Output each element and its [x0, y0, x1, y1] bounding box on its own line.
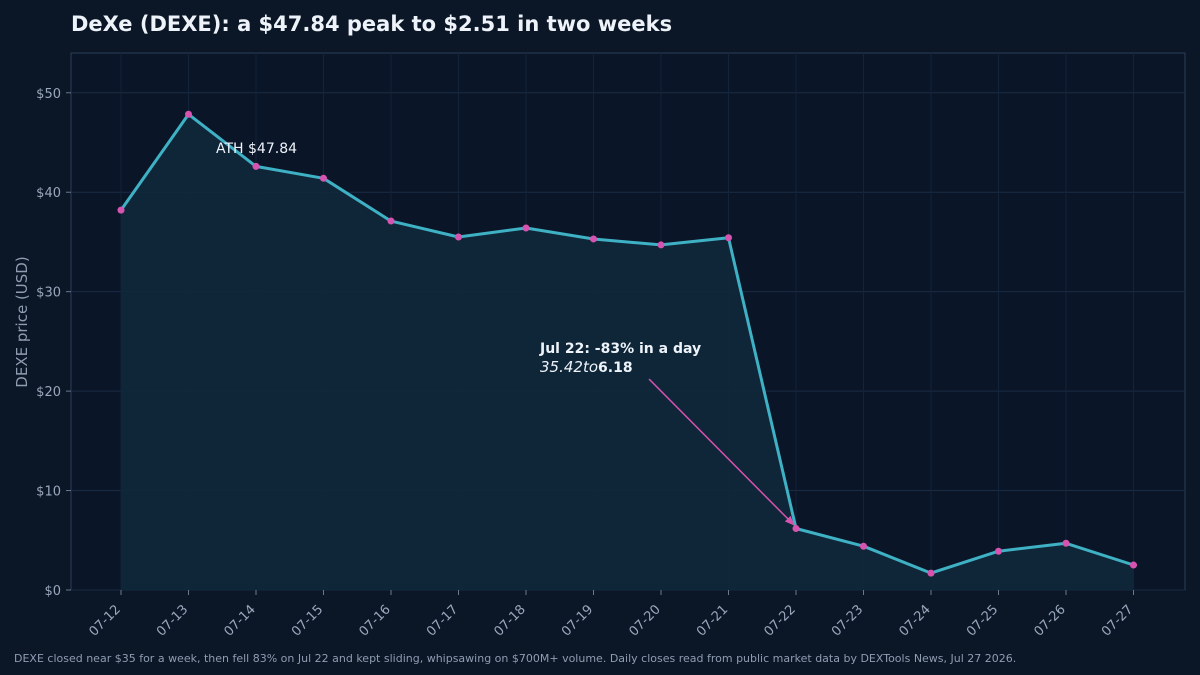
x-tick-label: 07-17 — [424, 602, 461, 639]
crash-annotation-line1: Jul 22: -83% in a day — [539, 341, 701, 357]
data-point-07-19 — [590, 235, 597, 243]
x-tick-label: 07-21 — [694, 602, 731, 639]
data-point-07-12 — [117, 206, 125, 214]
data-point-07-15 — [320, 174, 327, 182]
x-tick-label: 07-15 — [289, 602, 326, 639]
y-tick-label: $30 — [36, 286, 61, 301]
x-tick-label: 07-12 — [87, 602, 124, 639]
price-area-fill — [121, 114, 1134, 591]
x-tick-label: 07-14 — [222, 602, 259, 639]
data-point-07-14 — [252, 162, 260, 170]
chart-title: DeXe (DEXE): a $47.84 peak to $2.51 in t… — [71, 12, 672, 36]
data-point-07-26 — [1062, 539, 1070, 547]
data-point-07-21 — [725, 234, 732, 242]
data-point-07-24 — [927, 569, 935, 577]
data-point-07-22 — [792, 525, 800, 533]
y-axis-ticks: $0 $10 $20 $30 $40 $50 — [36, 87, 71, 599]
price-line — [119, 112, 1134, 575]
crash-annotation-from: 35.42to — [540, 358, 598, 376]
x-tick-label: 07-25 — [964, 602, 1001, 639]
data-point-07-27 — [1130, 561, 1137, 569]
data-point-07-23 — [860, 542, 867, 550]
x-tick-label: 07-22 — [762, 602, 799, 639]
data-point-07-13 — [185, 110, 192, 118]
data-point-07-18 — [522, 224, 530, 232]
x-tick-label: 07-23 — [829, 602, 866, 639]
y-tick-label: $10 — [36, 485, 61, 500]
x-tick-label: 07-24 — [897, 602, 934, 639]
price-markers — [117, 110, 1137, 577]
x-tick-label: 07-18 — [492, 602, 529, 639]
ath-annotation: ATH $47.84 — [216, 141, 297, 157]
data-point-07-16 — [387, 217, 395, 225]
x-tick-label: 07-26 — [1032, 602, 1069, 639]
crash-annotation-line2: 35.42to6.18 — [540, 358, 633, 376]
x-tick-label: 07-19 — [559, 602, 596, 639]
y-axis-label: DEXE price (USD) — [13, 256, 31, 387]
y-tick-label: $40 — [36, 186, 61, 201]
y-tick-label: $20 — [36, 385, 61, 400]
footer-note: DEXE closed near $35 for a week, then fe… — [14, 652, 1016, 665]
y-tick-label: $0 — [44, 584, 61, 599]
y-tick-label: $50 — [36, 87, 61, 102]
crash-annotation-to: 6.18 — [598, 360, 633, 376]
crash-annotation-arrow — [648, 378, 795, 526]
data-point-07-20 — [657, 241, 665, 249]
x-axis-ticks: 07-12 07-13 07-14 07-15 07-16 07-17 07-18 07-19… — [87, 590, 1136, 640]
x-tick-label: 07-16 — [357, 602, 394, 639]
data-point-07-25 — [995, 547, 1002, 555]
x-tick-label: 07-27 — [1099, 602, 1136, 639]
x-tick-label: 07-13 — [154, 602, 191, 639]
x-tick-label: 07-20 — [627, 602, 664, 639]
data-point-07-17 — [455, 233, 462, 241]
